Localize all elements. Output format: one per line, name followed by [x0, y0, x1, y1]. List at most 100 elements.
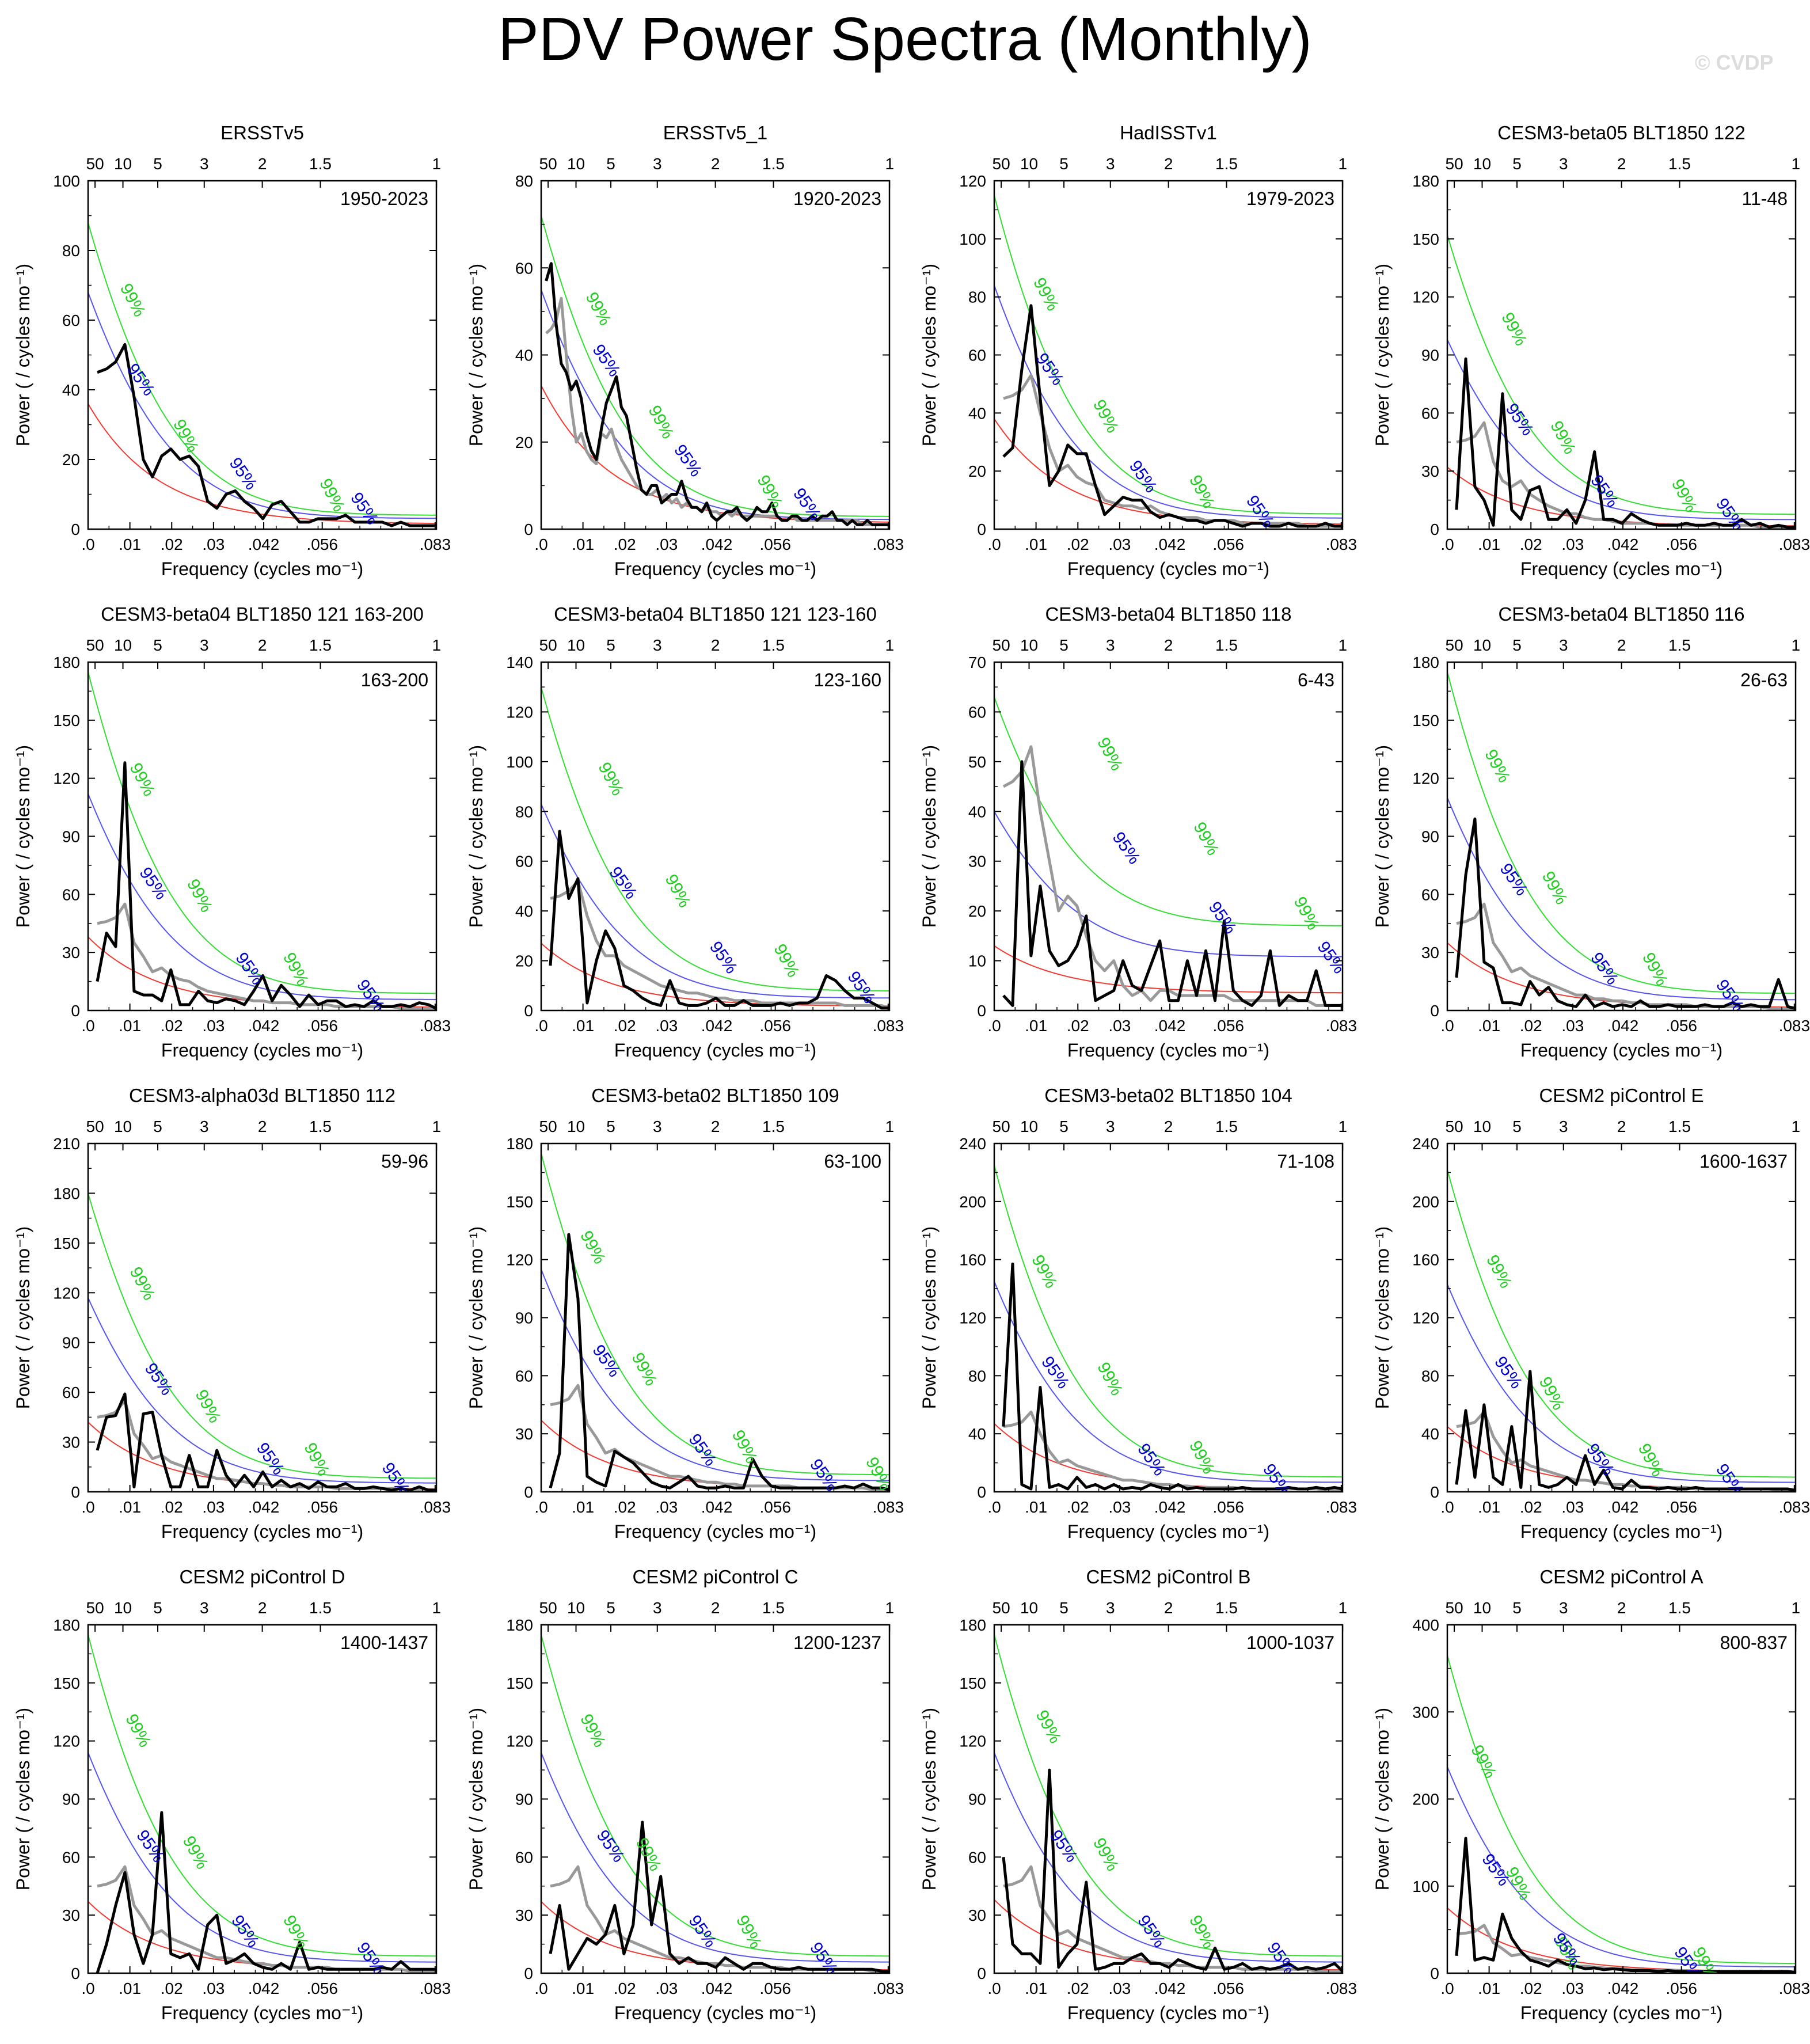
sig95-label: 95% [588, 1342, 623, 1381]
period-tick-label: 2 [258, 1599, 267, 1617]
x-tick-label: .0 [987, 1498, 1001, 1516]
period-tick-label: 5 [1512, 155, 1522, 173]
sig95-label: 95% [1313, 938, 1348, 977]
x-tick-label: .0 [81, 535, 94, 553]
spectrum-line [1455, 357, 1796, 529]
panel-title: ERSSTv5_1 [663, 122, 768, 143]
period-tick-label: 5 [1512, 1599, 1522, 1617]
sig95-curve [994, 285, 1343, 519]
sig95-label: 95% [1587, 949, 1622, 988]
x-tick-label: .042 [248, 1017, 280, 1035]
sig95-label: 95% [685, 1912, 720, 1951]
period-tick-label: 10 [1473, 636, 1491, 654]
sig99-label: 99% [1467, 1742, 1500, 1781]
panel-14: CESM2 piControl C99%99%99%95%95%95%1200-… [466, 1566, 904, 2023]
x-tick-label: .083 [873, 1498, 904, 1516]
x-tick-label: .042 [701, 1980, 733, 1997]
years-label: 59-96 [381, 1151, 428, 1172]
sig95-curve [88, 292, 436, 519]
sig99-label: 99% [576, 1228, 609, 1267]
years-label: 123-160 [814, 670, 881, 690]
period-tick-label: 3 [653, 1599, 662, 1617]
period-tick-label: 50 [993, 1599, 1010, 1617]
panel-15: CESM2 piControl B99%99%99%95%95%95%1000-… [919, 1566, 1357, 2023]
x-tick-label: .056 [1665, 1498, 1697, 1516]
x-tick-label: .02 [1520, 535, 1542, 553]
period-tick-label: 3 [1559, 1599, 1568, 1617]
sig95-curve [994, 1281, 1343, 1483]
plot-area: 99%99%99%95%95%95% [541, 686, 889, 1010]
sig95-curve [1447, 1284, 1796, 1483]
y-axis-label: Power ( / cycles mo⁻¹) [466, 1226, 486, 1409]
period-tick-label: 2 [1164, 155, 1173, 173]
x-tick-label: .0 [81, 1498, 94, 1516]
period-tick-label: 50 [1446, 1118, 1463, 1135]
x-tick-label: .042 [1154, 1980, 1186, 1997]
panel-title: CESM2 piControl A [1539, 1566, 1703, 1587]
spectrum-line [545, 262, 889, 526]
x-tick-label: .056 [1665, 1017, 1697, 1035]
period-tick-label: 1 [1791, 1599, 1800, 1617]
sig99-label: 99% [116, 280, 149, 320]
y-tick-label: 60 [62, 886, 80, 903]
period-tick-label: 3 [1559, 155, 1568, 173]
years-label: 800-837 [1720, 1632, 1788, 1653]
y-tick-label: 40 [1421, 1425, 1439, 1443]
panel-12: CESM2 piControl E99%99%99%95%95%95%1600-… [1372, 1085, 1810, 1542]
x-tick-label: .01 [572, 535, 594, 553]
sig95-label: 95% [706, 938, 741, 977]
x-tick-label: .083 [873, 1017, 904, 1035]
period-tick-label: 50 [539, 155, 557, 173]
plot-area: 99%99%99%95%95%95% [541, 1634, 889, 1973]
page-title: PDV Power Spectra (Monthly) [498, 5, 1312, 73]
period-tick-label: 1.5 [1668, 636, 1691, 654]
period-tick-label: 3 [1106, 1599, 1115, 1617]
x-tick-label: .03 [202, 535, 225, 553]
y-tick-label: 180 [1412, 172, 1439, 190]
x-tick-label: .083 [1779, 1017, 1810, 1035]
y-tick-label: 0 [977, 1483, 986, 1501]
period-tick-label: 1 [885, 1118, 894, 1135]
y-tick-label: 60 [515, 259, 533, 277]
period-tick-label: 10 [114, 1118, 132, 1135]
period-tick-label: 5 [606, 636, 615, 654]
period-tick-label: 50 [993, 1118, 1010, 1135]
x-axis-label: Frequency (cycles mo⁻¹) [1520, 559, 1722, 579]
period-tick-label: 3 [200, 155, 209, 173]
x-tick-label: .02 [1520, 1017, 1542, 1035]
sig99-label: 99% [183, 876, 216, 915]
sig95-label: 95% [226, 454, 261, 493]
sig99-label: 99% [628, 1350, 660, 1389]
x-tick-label: .03 [1561, 535, 1584, 553]
x-tick-label: .083 [1326, 1498, 1358, 1516]
y-tick-label: 180 [506, 1616, 533, 1634]
y-axis-label: Power ( / cycles mo⁻¹) [466, 1708, 486, 1890]
panel-title: CESM3-beta04 BLT1850 121 123-160 [554, 603, 877, 625]
y-tick-label: 60 [62, 1848, 80, 1866]
plot-frame [540, 1142, 891, 1493]
period-tick-label: 1.5 [762, 636, 785, 654]
x-tick-label: .056 [306, 1498, 338, 1516]
period-tick-label: 5 [1059, 1599, 1068, 1617]
x-tick-label: .02 [1067, 535, 1089, 553]
sig99-curve [994, 1165, 1343, 1478]
spectrum-line [96, 761, 436, 1010]
sig99-label: 99% [594, 759, 627, 799]
years-label: 1950-2023 [340, 188, 428, 209]
sig95-label: 95% [1259, 1460, 1294, 1499]
panel-title: CESM3-beta05 BLT1850 122 [1497, 122, 1746, 143]
y-tick-label: 20 [968, 462, 986, 480]
y-tick-label: 0 [524, 1002, 533, 1020]
years-label: 11-48 [1742, 188, 1788, 209]
plot-area: 99%99%99%95%95%95% [994, 195, 1343, 529]
reference-spectrum-line [97, 1865, 436, 1973]
red-noise-curve [541, 943, 889, 1007]
period-tick-label: 2 [711, 155, 720, 173]
sig95-label: 95% [1134, 1912, 1169, 1951]
plot-area: 99%99%99%95%95%95% [994, 1634, 1343, 1973]
x-tick-label: .042 [1154, 535, 1186, 553]
period-tick-label: 1 [432, 636, 441, 654]
period-tick-label: 50 [993, 155, 1010, 173]
x-tick-label: .042 [1607, 1498, 1639, 1516]
plot-area: 99%99%99%95%95%95% [994, 1165, 1343, 1499]
